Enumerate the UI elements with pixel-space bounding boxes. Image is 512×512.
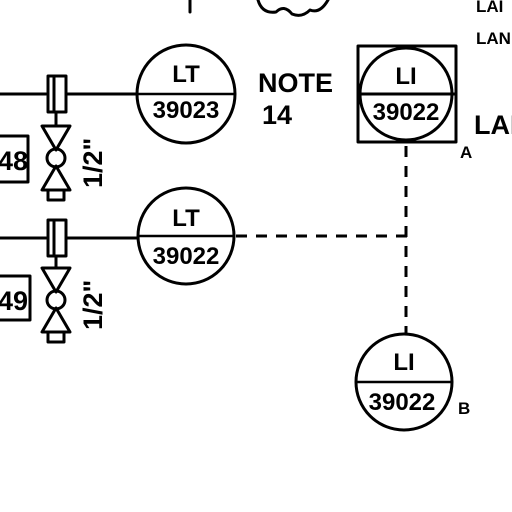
lower-valve-cap (46, 330, 66, 344)
upper-valve-size: 1/2" (78, 138, 108, 188)
upper-valve-bottom (40, 164, 72, 192)
lt-39022-bubble (136, 186, 236, 286)
li-39022b-bubble (354, 332, 454, 432)
upper-block (46, 74, 68, 114)
lt-39022-func: LT (172, 205, 200, 232)
lt-39022-num: 39022 (153, 243, 220, 270)
upper-valve-top (40, 124, 72, 152)
lower-valve-top (40, 266, 72, 294)
li-39022b-suffix: B (458, 399, 470, 418)
lower-tag-text: 49 (0, 286, 28, 316)
lt-39023-bubble (135, 43, 237, 145)
li-39022a-num: 39022 (373, 99, 440, 126)
lower-tag-box (0, 274, 32, 322)
li-39022a-suffix: A (460, 143, 472, 162)
lower-valve-bottom (40, 306, 72, 334)
edge-label-lan: LAN (476, 29, 511, 48)
li-39022b-num: 39022 (369, 389, 436, 416)
li-39022a-func: LI (395, 63, 416, 90)
lower-valve-size: 1/2" (78, 280, 108, 330)
upper-tag-text: 48 (0, 146, 28, 176)
lt-39023-func: LT (172, 61, 200, 88)
edge-label-lal: LAL (474, 110, 512, 140)
upper-valve-ball (45, 147, 67, 169)
note-label: NOTE (258, 68, 333, 98)
cloud-outline (256, 0, 330, 17)
upper-tag-box (0, 134, 30, 184)
upper-valve-cap (46, 188, 66, 202)
edge-label-lai: LAI (476, 0, 503, 16)
note-number: 14 (262, 100, 292, 130)
li-39022b-func: LI (393, 349, 414, 376)
lower-valve-ball (45, 289, 67, 311)
lt-39023-num: 39023 (153, 97, 220, 124)
lower-block (46, 218, 68, 258)
